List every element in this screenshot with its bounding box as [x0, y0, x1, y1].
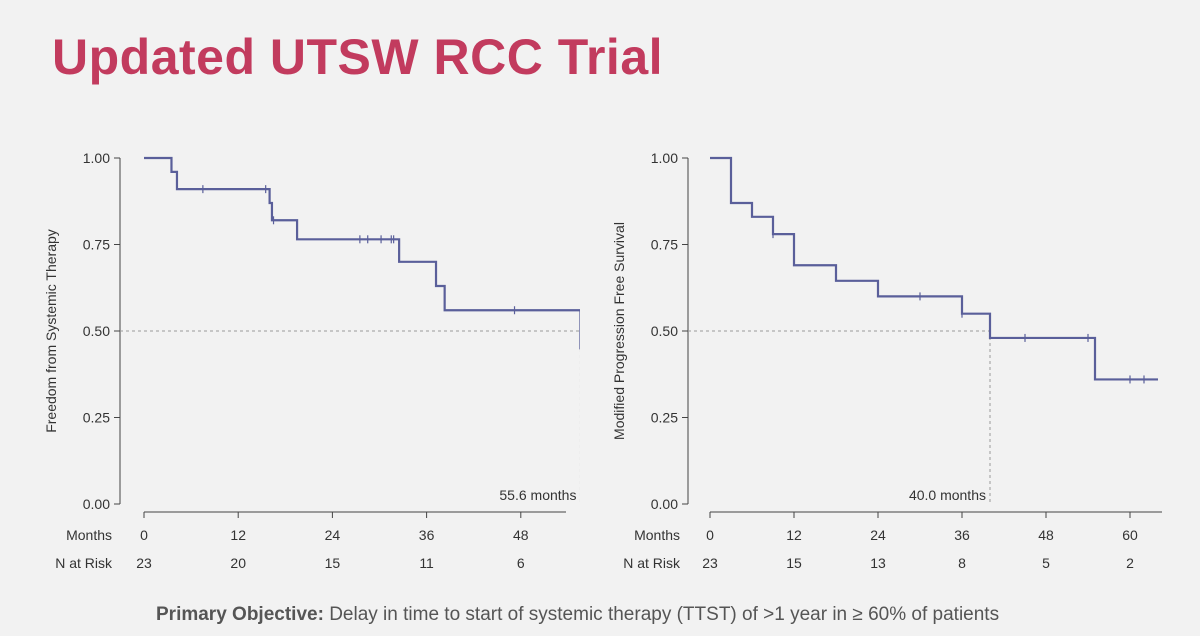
risk-count: 23 [702, 555, 718, 571]
y-tick-label: 1.00 [83, 150, 110, 166]
y-tick-label: 0.75 [83, 237, 110, 253]
y-tick-label: 0.75 [651, 237, 678, 253]
x-tick-label: 0 [706, 527, 714, 543]
slide-title: Updated UTSW RCC Trial [52, 29, 664, 85]
x-axis-label: Months [634, 527, 680, 543]
x-tick-label: 48 [1038, 527, 1054, 543]
survival-curve [710, 156, 1158, 381]
km-chart-progression-free: 0.00 0.25 0.50 0.75 1.00 Modified Progression… [611, 150, 1162, 571]
x-tick-label: 12 [230, 527, 246, 543]
risk-table-label: N at Risk [623, 555, 681, 571]
x-tick-label: 24 [325, 527, 341, 543]
x-tick-label: 12 [786, 527, 802, 543]
x-tick-label: 48 [513, 527, 529, 543]
km-chart-systemic-therapy: 0.00 0.25 0.50 0.75 1.00 Freedom from Systemi… [43, 150, 580, 571]
y-tick-label: 0.00 [83, 496, 110, 512]
risk-count: 13 [870, 555, 886, 571]
y-tick-label: 0.00 [651, 496, 678, 512]
risk-count: 23 [136, 555, 152, 571]
y-axis-label: Modified Progression Free Survival [611, 222, 627, 440]
risk-count: 8 [958, 555, 966, 571]
y-tick-label: 0.50 [83, 323, 110, 339]
x-axis-label: Months [66, 527, 112, 543]
primary-objective-label: Primary Objective: [156, 604, 324, 625]
x-tick-label: 36 [419, 527, 435, 543]
x-tick-label: 24 [870, 527, 886, 543]
median-label: 55.6 months [499, 487, 576, 503]
survival-curve [144, 156, 580, 350]
risk-count: 15 [786, 555, 802, 571]
median-label: 40.0 months [909, 487, 986, 503]
risk-table-label: N at Risk [55, 555, 113, 571]
x-tick-label: 60 [1122, 527, 1138, 543]
y-tick-label: 1.00 [651, 150, 678, 166]
x-tick-label: 0 [140, 527, 148, 543]
risk-count: 2 [1126, 555, 1134, 571]
risk-count: 11 [419, 555, 434, 571]
y-tick-label: 0.50 [651, 323, 678, 339]
primary-objective: Primary Objective: Delay in time to star… [156, 604, 999, 626]
primary-objective-text: Delay in time to start of systemic thera… [329, 604, 1000, 625]
y-axis-label: Freedom from Systemic Therapy [43, 229, 59, 433]
risk-count: 15 [325, 555, 341, 571]
risk-count: 6 [517, 555, 525, 571]
risk-count: 5 [1042, 555, 1050, 571]
y-tick-label: 0.25 [651, 410, 678, 426]
risk-count: 20 [230, 555, 246, 571]
y-tick-label: 0.25 [83, 410, 110, 426]
x-tick-label: 36 [954, 527, 970, 543]
